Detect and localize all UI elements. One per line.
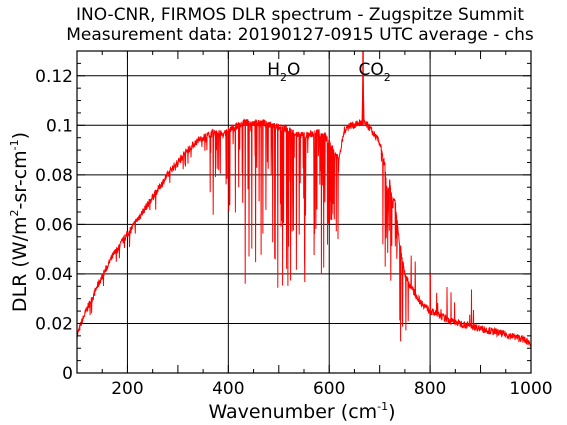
y-tick-label: 0.02 (35, 314, 73, 334)
x-tick-label: 600 (313, 379, 345, 399)
tick-marks (76, 50, 532, 374)
chart-title: INO-CNR, FIRMOS DLR spectrum - Zugspitze… (76, 5, 524, 25)
band-annotation: CO2 (358, 60, 390, 84)
x-tick-label: 1000 (509, 379, 552, 399)
y-axis-label: DLR (W/m2-sr-cm-1) (8, 132, 31, 312)
x-tick-label: 400 (212, 379, 244, 399)
spectrum-line (77, 71, 531, 347)
x-tick-label: 800 (414, 379, 446, 399)
y-tick-label: 0.04 (35, 265, 73, 285)
x-axis-label: Wavenumber (cm-1) (208, 400, 395, 423)
y-tick-label: 0.1 (46, 116, 73, 136)
y-tick-label: 0.08 (35, 166, 73, 186)
data-layer (77, 51, 531, 347)
band-annotation: H2O (267, 60, 300, 84)
y-tick-label: 0.06 (35, 215, 73, 235)
y-tick-label: 0.12 (35, 67, 73, 87)
x-tick-label: 200 (111, 379, 143, 399)
annotations: H2O CO2 (267, 60, 391, 84)
y-tick-label: 0 (62, 364, 73, 384)
chart-subtitle: Measurement data: 20190127-0915 UTC aver… (66, 25, 534, 45)
